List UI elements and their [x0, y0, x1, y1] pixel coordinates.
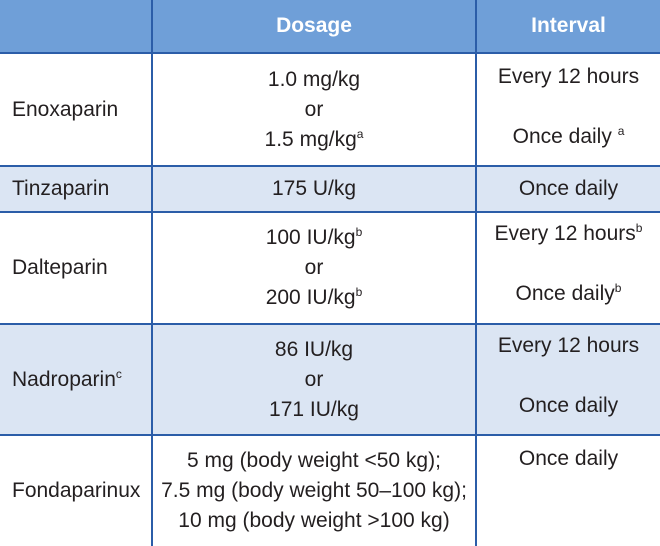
table-row: Fondaparinux 5 mg (body weight <50 kg); … — [0, 435, 660, 546]
dose-line: 86 IU/kg — [274, 337, 354, 361]
footnote-marker: b — [614, 281, 622, 295]
interval-line: Once dailyb — [477, 279, 660, 309]
interval-cell: Once daily — [476, 166, 660, 213]
dose-line: 5 mg (body weight <50 kg); — [187, 449, 441, 472]
interval-line: Every 12 hours — [497, 65, 640, 88]
footnote-marker: a — [356, 126, 364, 141]
interval-text: Once daily — [515, 282, 615, 305]
table-row: Dalteparin 100 IU/kgb or 200 IU/kgb Ever… — [0, 212, 660, 325]
interval-line: Every 12 hoursb — [477, 219, 660, 249]
footnote-marker: a — [617, 124, 625, 138]
dose-line: 171 IU/kg — [269, 397, 359, 421]
drug-label: Fondaparinux — [12, 479, 141, 502]
interval-line: Once daily — [518, 447, 619, 470]
table-row: Enoxaparin 1.0 mg/kg or 1.5 mg/kga Every… — [0, 53, 660, 167]
dose-line: or — [304, 256, 324, 279]
dose-text: 200 IU/kg — [265, 286, 356, 309]
drug-name: Nadroparinc — [0, 324, 153, 436]
table-row: Nadroparinc 86 IU/kg or 171 IU/kg Every … — [0, 324, 660, 436]
interval-line: Once daily — [518, 177, 619, 200]
drug-label: Nadroparin — [12, 367, 116, 391]
dose-line: 200 IU/kgb — [153, 283, 475, 313]
interval-line: Every 12 hours — [497, 334, 640, 357]
dose-line: 10 mg (body weight >100 kg) — [178, 509, 450, 532]
footnote-marker: b — [355, 285, 363, 299]
interval-cell: Once daily — [476, 435, 660, 546]
dose-cell: 86 IU/kg or 171 IU/kg — [152, 324, 477, 436]
dose-line: or — [304, 97, 324, 121]
interval-text: Every 12 hours — [494, 222, 636, 245]
dose-line: 100 IU/kgb — [153, 223, 475, 253]
drug-label: Tinzaparin — [12, 177, 110, 200]
footnote-marker: c — [115, 366, 122, 381]
drug-name: Enoxaparin — [0, 53, 153, 167]
interval-line: Once daily a — [477, 122, 660, 152]
drug-name: Tinzaparin — [0, 166, 153, 213]
dose-text: 1.5 mg/kg — [264, 127, 357, 151]
drug-label: Dalteparin — [12, 256, 108, 279]
dose-line: or — [304, 367, 324, 391]
dose-line: 7.5 mg (body weight 50–100 kg); — [161, 479, 467, 502]
header-drug — [0, 0, 153, 54]
drug-name: Dalteparin — [0, 212, 153, 325]
dose-line: 175 U/kg — [271, 177, 357, 200]
footnote-marker: b — [635, 221, 643, 235]
dose-cell: 1.0 mg/kg or 1.5 mg/kga — [152, 53, 477, 167]
interval-cell: Every 12 hours Once daily — [476, 324, 660, 436]
header-dosage: Dosage — [152, 0, 477, 54]
header-interval: Interval — [476, 0, 660, 54]
dose-line: 1.5 mg/kga — [153, 125, 475, 155]
header-row: Dosage Interval — [0, 0, 660, 54]
interval-cell: Every 12 hours Once daily a — [476, 53, 660, 167]
drug-name: Fondaparinux — [0, 435, 153, 546]
dose-text: 100 IU/kg — [265, 226, 356, 249]
footnote-marker: b — [355, 225, 363, 239]
dose-line: 1.0 mg/kg — [267, 67, 361, 91]
dose-cell: 100 IU/kgb or 200 IU/kgb — [152, 212, 477, 325]
drug-label: Enoxaparin — [12, 97, 119, 121]
interval-text: Once daily — [512, 125, 612, 148]
dose-cell: 5 mg (body weight <50 kg); 7.5 mg (body … — [152, 435, 477, 546]
interval-line: Once daily — [518, 394, 619, 417]
interval-cell: Every 12 hoursb Once dailyb — [476, 212, 660, 325]
dose-cell: 175 U/kg — [152, 166, 477, 213]
table-row: Tinzaparin 175 U/kg Once daily — [0, 166, 660, 213]
